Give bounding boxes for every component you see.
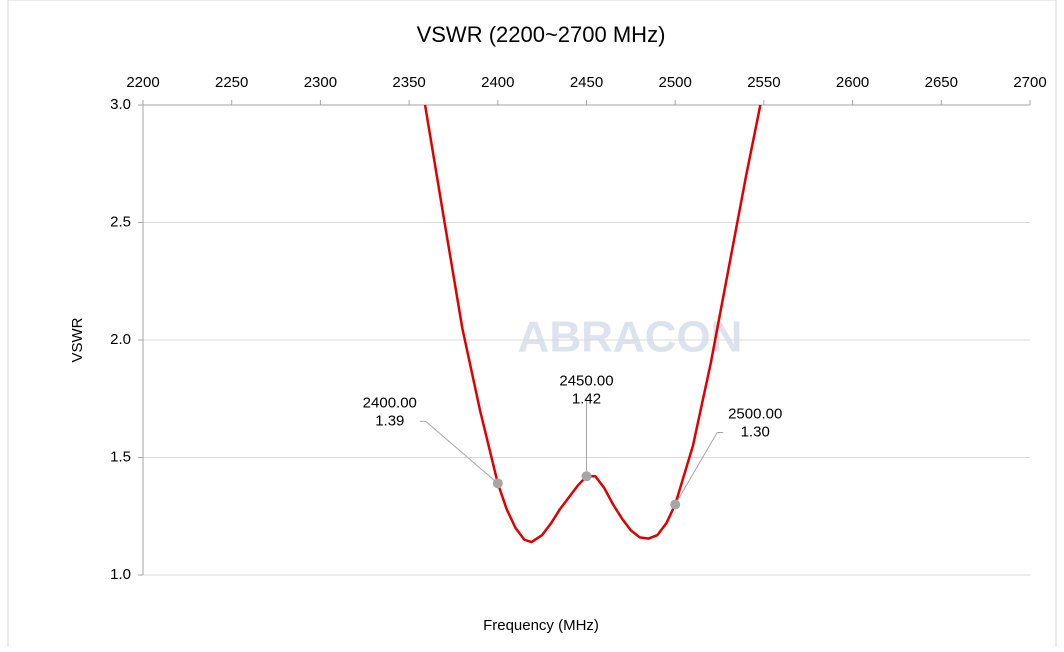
marker (581, 471, 592, 482)
x-tick-label: 2600 (836, 74, 869, 91)
x-tick-label: 2550 (747, 74, 780, 91)
x-tick-label: 2450 (570, 74, 603, 91)
marker (670, 499, 681, 510)
y-tick-label: 2.5 (110, 213, 131, 230)
watermark: ABRACON (518, 313, 743, 362)
y-tick-label: 3.0 (110, 96, 131, 113)
x-tick-label: 2500 (659, 74, 692, 91)
annotation-label: 1.30 (741, 423, 770, 440)
chart-frame (7, 0, 1057, 652)
annotation-label: 1.42 (572, 390, 601, 407)
y-tick-label: 1.0 (110, 566, 131, 583)
chart-title: VSWR (2200~2700 MHz) (417, 22, 666, 47)
leader-line (419, 420, 499, 484)
x-tick-label: 2250 (215, 74, 248, 91)
marker (492, 478, 503, 489)
annotation-label: 2400.00 (363, 394, 417, 411)
leader-line (674, 432, 724, 505)
x-tick-label: 2350 (392, 74, 425, 91)
x-tick-label: 2650 (925, 74, 958, 91)
x-tick-label: 2300 (304, 74, 337, 91)
annotation-label: 2500.00 (728, 405, 782, 422)
x-axis-label: Frequency (MHz) (483, 617, 599, 634)
y-axis-label: VSWR (69, 317, 86, 362)
x-tick-label: 2200 (126, 74, 159, 91)
y-tick-label: 1.5 (110, 448, 131, 465)
x-tick-label: 2400 (481, 74, 514, 91)
annotation-label: 2450.00 (559, 372, 613, 389)
x-tick-label: 2700 (1013, 74, 1046, 91)
annotation-label: 1.39 (375, 412, 404, 429)
y-tick-label: 2.0 (110, 331, 131, 348)
